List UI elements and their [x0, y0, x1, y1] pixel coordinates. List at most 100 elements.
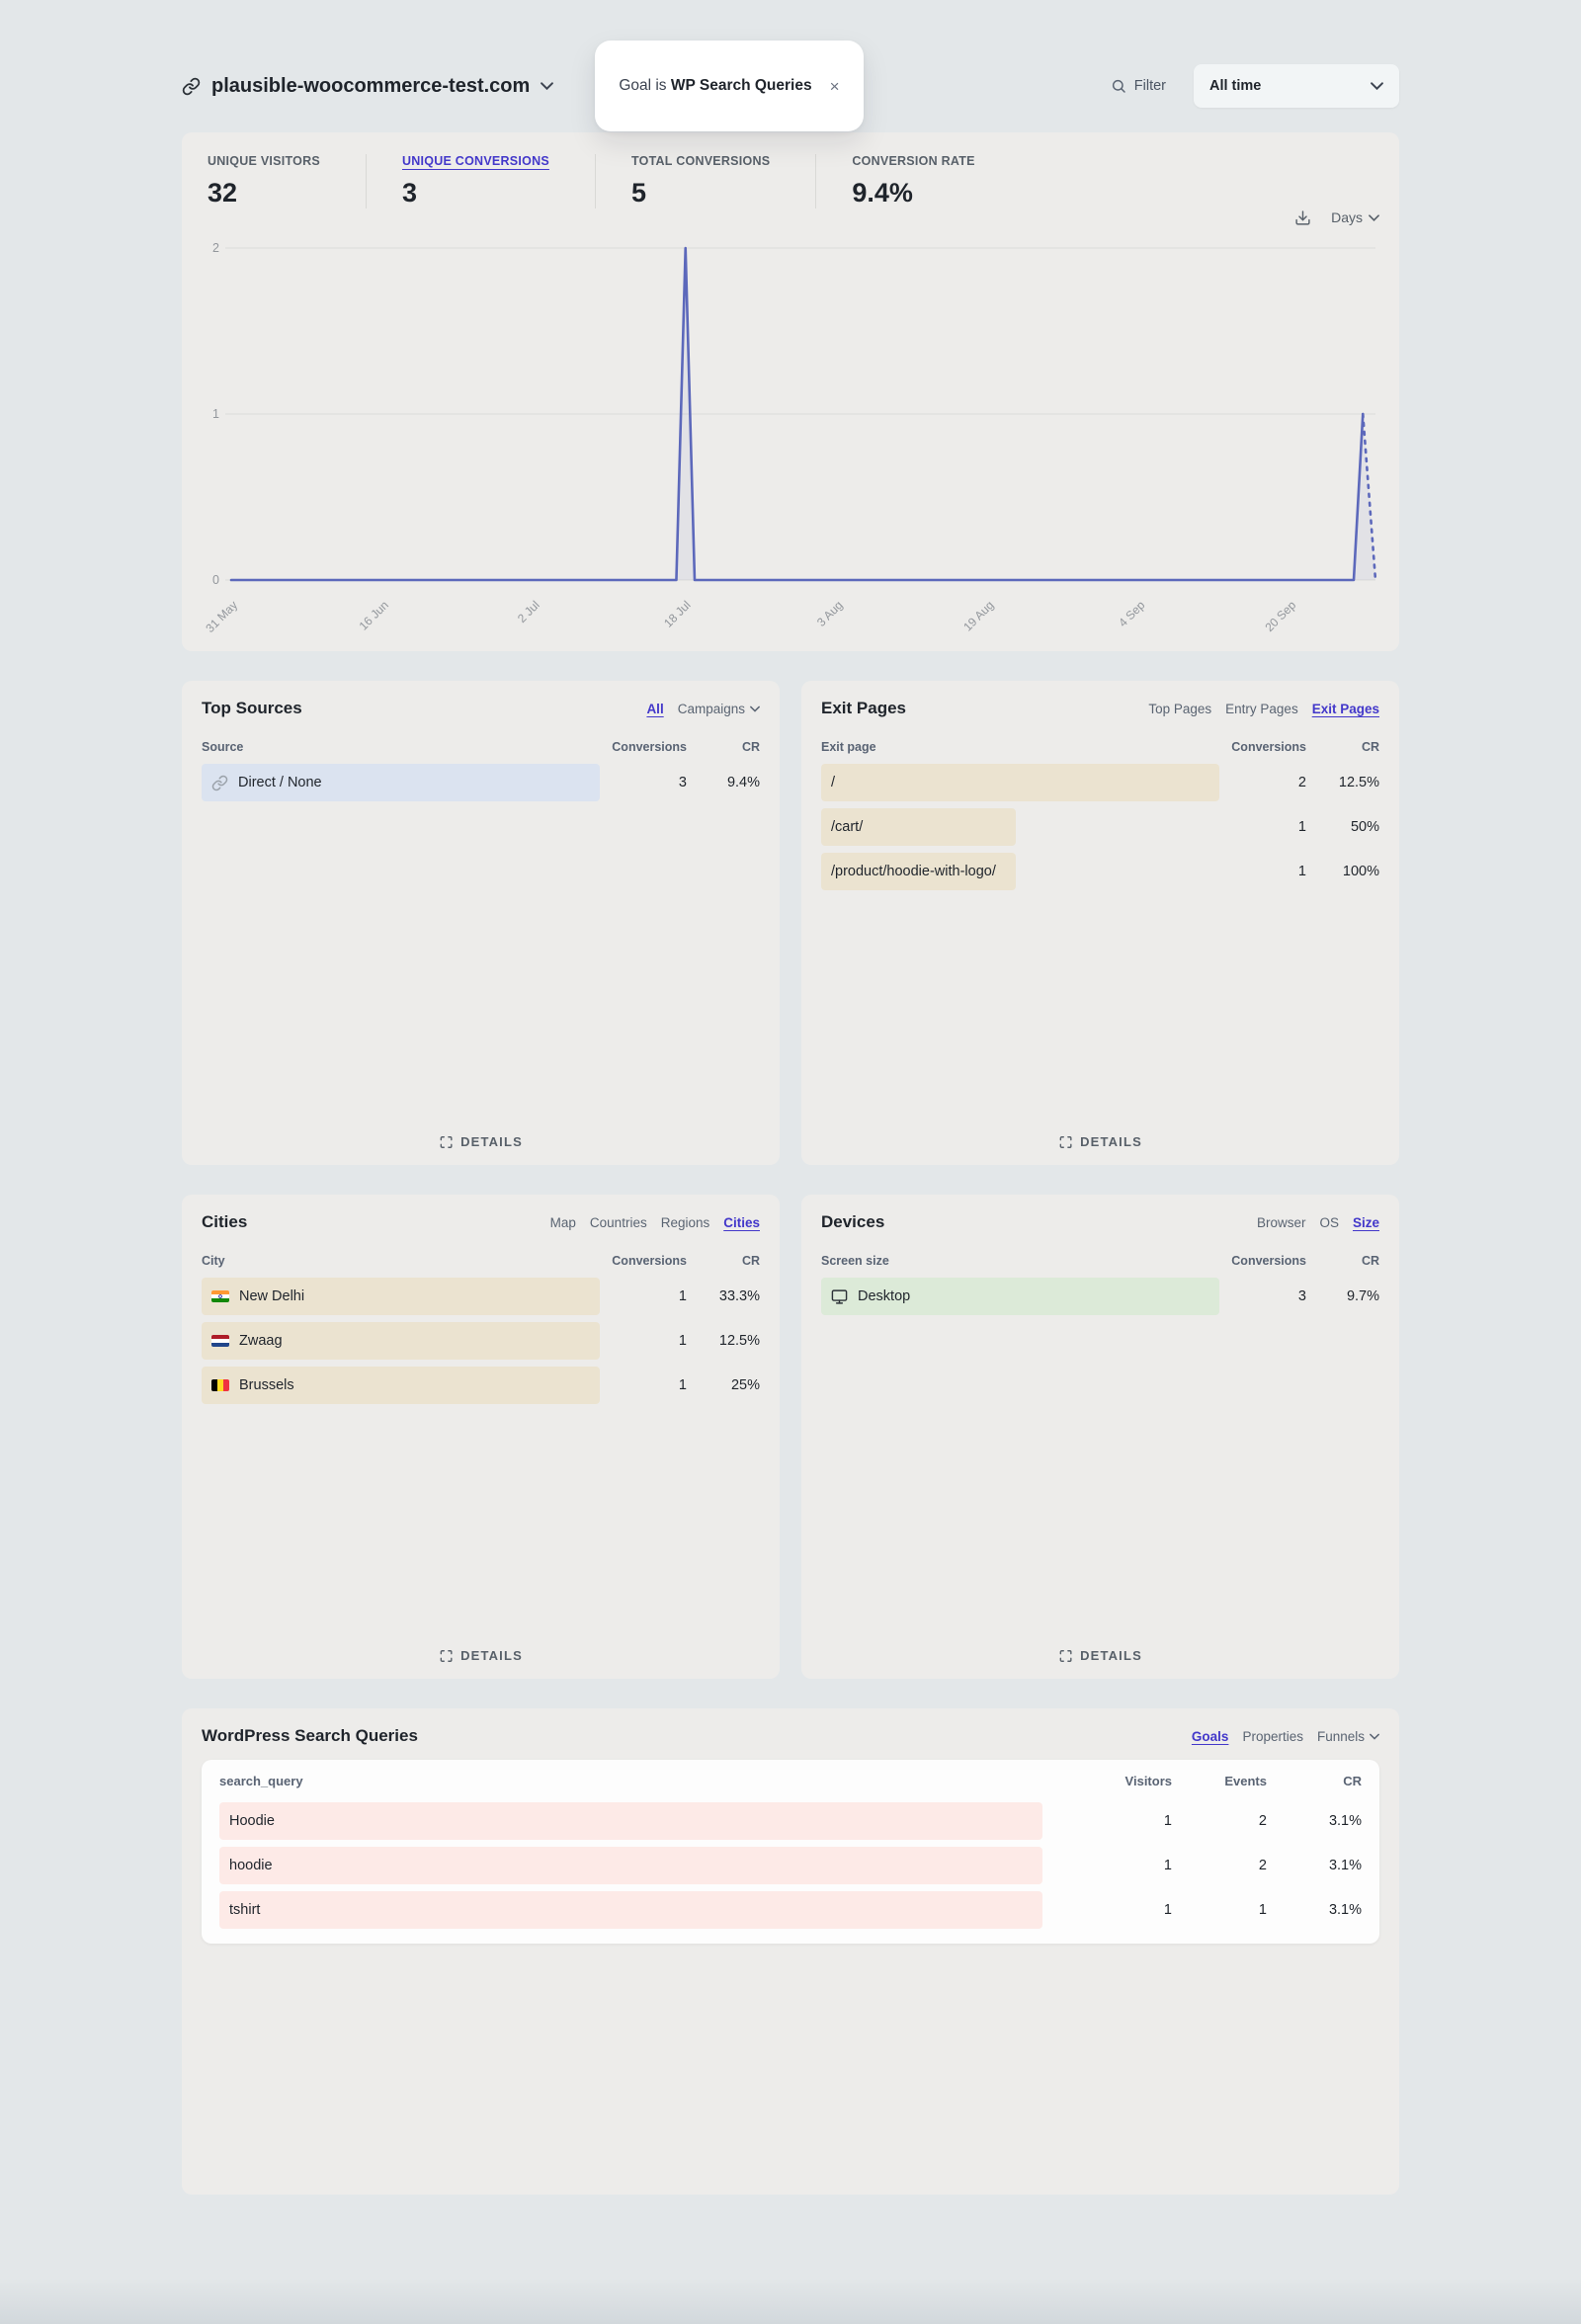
breakdown-row[interactable]: / 2 12.5%: [821, 764, 1379, 801]
breakdown-row[interactable]: Brussels 1 25%: [202, 1367, 760, 1404]
metric-stat[interactable]: CONVERSION RATE 9.4%: [815, 154, 1020, 208]
row-cr: 3.1%: [1328, 1858, 1362, 1873]
column-cr: CR: [1361, 740, 1379, 754]
devices-tab-os[interactable]: OS: [1319, 1215, 1339, 1230]
props-tab-funnels[interactable]: Funnels: [1317, 1729, 1379, 1744]
details-button[interactable]: DETAILS: [1058, 1134, 1142, 1149]
cities-tab-regions[interactable]: Regions: [660, 1215, 710, 1230]
row-conversions: 1: [678, 1288, 687, 1304]
row-label: /product/hoodie-with-logo/: [831, 864, 996, 879]
search-query-row[interactable]: Hoodie 1 2 3.1%: [219, 1802, 1362, 1840]
site-selector[interactable]: plausible-woocommerce-test.com: [182, 75, 554, 98]
row-conversions: 1: [1297, 864, 1306, 879]
breakdown-row[interactable]: /product/hoodie-with-logo/ 1 100%: [821, 853, 1379, 890]
row-cr: 9.7%: [1346, 1288, 1379, 1304]
column-cr: CR: [1343, 1774, 1362, 1788]
top-bar: plausible-woocommerce-test.com Goal is W…: [182, 41, 1399, 131]
panel-columns: City Conversions CR: [202, 1254, 760, 1268]
flag-netherlands-icon: [211, 1335, 229, 1347]
row-visitors: 1: [1163, 1902, 1172, 1918]
sources-tab-campaigns[interactable]: Campaigns: [678, 702, 760, 716]
date-range-select[interactable]: All time: [1194, 64, 1399, 108]
details-button[interactable]: DETAILS: [1058, 1648, 1142, 1663]
props-table-rows: Hoodie 1 2 3.1% hoodie 1 2 3.1% tshirt 1…: [219, 1802, 1362, 1929]
metric-stat[interactable]: TOTAL CONVERSIONS 5: [594, 154, 815, 208]
metric-label: TOTAL CONVERSIONS: [630, 154, 771, 168]
column-dimension: Source: [202, 740, 244, 754]
devices-tab-size[interactable]: Size: [1352, 1215, 1379, 1230]
breakdown-row[interactable]: Direct / None 3 9.4%: [202, 764, 760, 801]
metric-value: 3: [401, 178, 417, 208]
chart-tools: Days: [202, 203, 1379, 232]
filter-button[interactable]: Filter: [1111, 78, 1166, 94]
dashboard: plausible-woocommerce-test.com Goal is W…: [182, 0, 1399, 2195]
link-icon: [182, 77, 201, 96]
conversions-line-chart[interactable]: 0 1 2 31 May 16 Jun 2 Jul 18 Jul 3 Aug 19 Aug 4 S…: [202, 232, 1379, 643]
row-label: Hoodie: [229, 1813, 275, 1829]
panel-tabs: All Campaigns: [646, 702, 760, 716]
search-query-row[interactable]: tshirt 1 1 3.1%: [219, 1891, 1362, 1929]
exit_pages-tab-entry-pages[interactable]: Entry Pages: [1225, 702, 1298, 716]
row-conversions: 1: [678, 1377, 687, 1393]
y-tick-label: 0: [212, 573, 219, 587]
metric-stat[interactable]: UNIQUE CONVERSIONS 3: [365, 154, 595, 208]
props-tab-properties[interactable]: Properties: [1242, 1729, 1303, 1744]
chevron-down-icon: [1370, 1733, 1379, 1740]
breakdown-row[interactable]: Desktop 3 9.7%: [821, 1278, 1379, 1315]
details-label: DETAILS: [1080, 1134, 1142, 1149]
devices-tab-browser[interactable]: Browser: [1256, 1215, 1306, 1230]
panel-tabs: Map Countries Regions Cities: [550, 1215, 760, 1230]
breakdown-row[interactable]: /cart/ 1 50%: [821, 808, 1379, 846]
row-conversions: 2: [1297, 775, 1306, 790]
exit_pages-tab-top-pages[interactable]: Top Pages: [1148, 702, 1212, 716]
column-cr: CR: [741, 1254, 760, 1268]
row-label: /cart/: [831, 819, 864, 835]
panel-title: Exit Pages: [821, 699, 906, 717]
row-conversions: 3: [1297, 1288, 1306, 1304]
metric-label: CONVERSION RATE: [852, 154, 975, 168]
panel-title: Top Sources: [202, 699, 302, 717]
column-dimension: Exit page: [821, 740, 876, 754]
props-panel-title: WordPress Search Queries: [202, 1726, 418, 1745]
cities-tab-countries[interactable]: Countries: [589, 1215, 647, 1230]
breakdown-row[interactable]: New Delhi 1 33.3%: [202, 1278, 760, 1315]
row-bar: [202, 1367, 600, 1404]
goal-filter-text: Goal is WP Search Queries: [619, 77, 812, 94]
close-icon[interactable]: ×: [829, 76, 840, 96]
props-tab-goals[interactable]: Goals: [1191, 1729, 1229, 1744]
panel-rows: / 2 12.5% /cart/ 1 50% /product/hoodie-w…: [821, 764, 1379, 890]
row-label: hoodie: [229, 1858, 273, 1873]
search-icon: [1111, 78, 1126, 94]
details-button[interactable]: DETAILS: [439, 1134, 523, 1149]
breakdown-row-2: Cities Map Countries Regions Cities City Co…: [182, 1195, 1399, 1679]
column-events: Events: [1224, 1774, 1267, 1788]
sources-tab-all[interactable]: All: [646, 702, 664, 716]
link-icon: [211, 775, 228, 791]
column-conversions: Conversions: [612, 1254, 687, 1268]
interval-select[interactable]: Days: [1331, 209, 1379, 225]
search-query-row[interactable]: hoodie 1 2 3.1%: [219, 1847, 1362, 1884]
exit-pages-panel: Exit Pages Top Pages Entry Pages Exit Page…: [801, 681, 1399, 1165]
x-tick-label: 20 Sep: [1262, 598, 1298, 634]
row-cr: 50%: [1350, 819, 1379, 835]
details-button[interactable]: DETAILS: [439, 1648, 523, 1663]
cities-tab-cities[interactable]: Cities: [723, 1215, 760, 1230]
x-tick-label: 16 Jun: [357, 598, 391, 632]
metric-stat[interactable]: UNIQUE VISITORS 32: [208, 154, 366, 208]
date-range-value: All time: [1209, 78, 1262, 94]
column-conversions: Conversions: [612, 740, 687, 754]
cities-tab-map[interactable]: Map: [549, 1215, 576, 1230]
row-label: tshirt: [229, 1902, 261, 1918]
y-tick-label: 2: [212, 241, 219, 255]
row-bar: [202, 1278, 600, 1315]
devices-panel: Devices Browser OS Size Screen size Conver…: [801, 1195, 1399, 1679]
goal-filter-chip[interactable]: Goal is WP Search Queries ×: [595, 41, 864, 131]
panel-rows: New Delhi 1 33.3% Zwaag 1 12.5% Brussels…: [202, 1278, 760, 1404]
exit_pages-tab-exit-pages[interactable]: Exit Pages: [1311, 702, 1379, 716]
metric-label: UNIQUE VISITORS: [208, 154, 320, 168]
row-cr: 33.3%: [718, 1288, 760, 1304]
flag-belgium-icon: [211, 1379, 229, 1391]
download-icon[interactable]: [1294, 209, 1311, 226]
expand-icon: [440, 1649, 453, 1662]
breakdown-row[interactable]: Zwaag 1 12.5%: [202, 1322, 760, 1360]
